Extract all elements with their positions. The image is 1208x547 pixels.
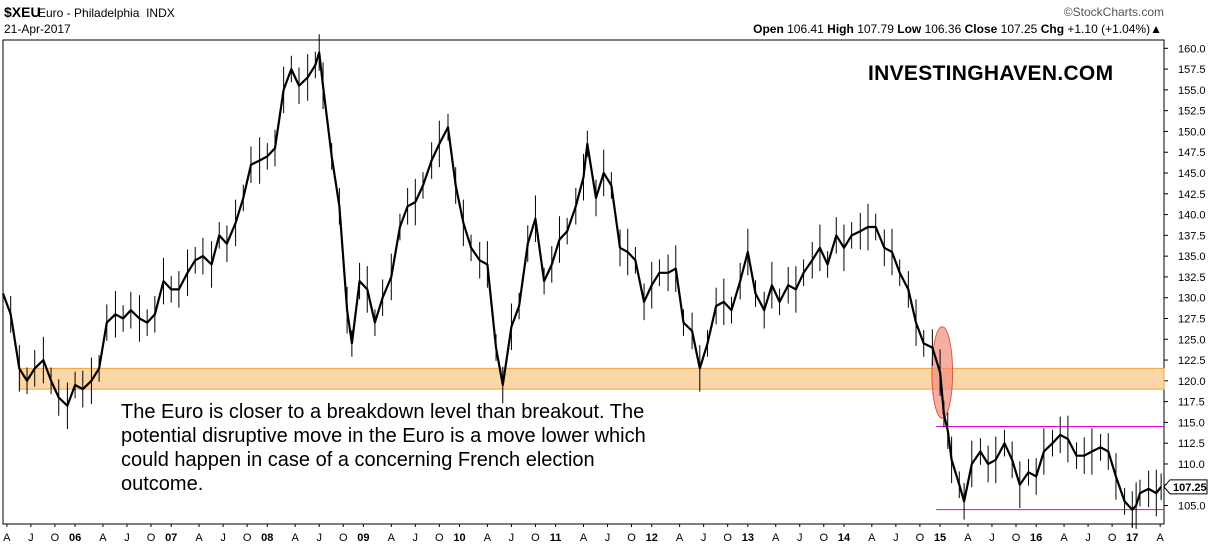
y-tick-label: 160.0: [1178, 43, 1206, 55]
x-tick-label: O: [723, 532, 732, 544]
y-tick-label: 145.0: [1178, 168, 1206, 180]
y-tick-label: 132.5: [1178, 272, 1206, 284]
exchange-label: INDX: [146, 6, 175, 20]
x-tick-label: J: [893, 532, 899, 544]
support-band: [19, 367, 1165, 390]
y-tick-label: 140.0: [1178, 210, 1206, 222]
x-tick-label: J: [701, 532, 707, 544]
y-tick-label: 112.5: [1178, 438, 1205, 450]
x-tick-label: A: [99, 532, 107, 544]
x-tick-label: O: [51, 532, 60, 544]
x-tick-label: O: [1108, 532, 1117, 544]
y-tick-label: 122.5: [1178, 355, 1206, 367]
x-tick-label: 07: [165, 532, 177, 544]
x-tick-label: O: [435, 532, 444, 544]
instrument-name: Euro - Philadelphia INDX: [38, 6, 175, 20]
last-value-marker: [1163, 479, 1208, 495]
x-tick-label: O: [243, 532, 252, 544]
x-tick-label: J: [605, 532, 611, 544]
x-tick-label: O: [1012, 532, 1021, 544]
x-tick-label: 17: [1126, 532, 1138, 544]
watermark-text: INVESTINGHAVEN.COM: [868, 62, 1114, 85]
y-tick-label: 157.5: [1178, 64, 1206, 76]
stockcharts-brand: ©StockCharts.com: [1063, 5, 1164, 19]
open-label: Open: [753, 22, 784, 36]
x-tick-label: J: [797, 532, 803, 544]
open-value: 106.41: [787, 22, 824, 36]
change-value: +1.10 (+1.04%): [1067, 22, 1151, 36]
y-tick-label: 110.0: [1178, 459, 1205, 471]
x-tick-label: O: [819, 532, 828, 544]
x-tick-label: A: [484, 532, 492, 544]
y-tick-label: 135.0: [1178, 251, 1206, 263]
last-value-label: 107.25: [1173, 482, 1207, 494]
y-tick-label: 127.5: [1178, 313, 1206, 325]
x-tick-label: 16: [1030, 532, 1042, 544]
x-tick-label: J: [124, 532, 130, 544]
x-tick-label: 11: [550, 532, 562, 544]
y-tick-label: 115.0: [1178, 417, 1205, 429]
x-tick-label: A: [1060, 532, 1068, 544]
low-value: 106.36: [924, 22, 962, 36]
x-tick-label: 08: [261, 532, 273, 544]
low-label: Low: [897, 22, 922, 36]
chart-date: 21-Apr-2017: [4, 22, 71, 36]
x-tick-label: 12: [646, 532, 658, 544]
breakdown-ellipse: [931, 326, 954, 419]
ohlc-readout: Open 106.41 High 107.79 Low 106.36 Close…: [753, 22, 1162, 36]
x-tick-label: 06: [69, 532, 81, 544]
x-tick-label: O: [531, 532, 540, 544]
x-tick-label: O: [916, 532, 925, 544]
x-tick-label: A: [772, 532, 780, 544]
x-tick-label: 14: [838, 532, 851, 544]
x-tick-label: A: [388, 532, 396, 544]
x-tick-label: 09: [357, 532, 369, 544]
y-tick-label: 125.0: [1178, 334, 1206, 346]
close-label: Close: [964, 22, 998, 36]
x-tick-label: 15: [934, 532, 946, 544]
close-value: 107.25: [1000, 22, 1038, 36]
change-label: Chg: [1040, 22, 1065, 36]
x-tick-label: O: [339, 532, 348, 544]
x-tick-label: O: [627, 532, 636, 544]
x-tick-label: A: [3, 532, 11, 544]
y-tick-label: 137.5: [1178, 230, 1206, 242]
x-tick-label: J: [413, 532, 419, 544]
high-label: High: [827, 22, 854, 36]
x-tick-label: A: [292, 532, 300, 544]
y-tick-label: 130.0: [1178, 293, 1206, 305]
y-tick-label: 150.0: [1178, 126, 1206, 138]
x-tick-label: J: [220, 532, 226, 544]
x-tick-label: A: [580, 532, 588, 544]
y-tick-label: 105.0: [1178, 501, 1206, 513]
y-tick-label: 155.0: [1178, 85, 1206, 97]
x-tick-label: A: [676, 532, 684, 544]
high-value: 107.79: [857, 22, 894, 36]
x-tick-label: 13: [742, 532, 754, 544]
x-tick-label: A: [868, 532, 876, 544]
y-tick-label: 147.5: [1178, 147, 1206, 159]
y-tick-label: 142.5: [1178, 189, 1206, 201]
x-tick-label: J: [316, 532, 322, 544]
instrument-title: Euro - Philadelphia: [38, 6, 140, 20]
x-tick-label: J: [1085, 532, 1091, 544]
x-tick-label: J: [509, 532, 515, 544]
y-tick-label: 152.5: [1178, 106, 1206, 118]
annotation-text: The Euro is closer to a breakdown level …: [121, 401, 646, 495]
x-tick-label: 10: [453, 532, 465, 544]
x-tick-label: J: [28, 532, 34, 544]
x-tick-label: A: [195, 532, 203, 544]
change-up-icon: ▲: [1150, 22, 1162, 36]
x-tick-label: O: [147, 532, 156, 544]
y-tick-label: 117.5: [1178, 397, 1205, 409]
x-tick-label: A: [1156, 532, 1164, 544]
x-tick-label: J: [989, 532, 995, 544]
symbol-label: $XEU: [4, 4, 41, 20]
y-tick-label: 120.0: [1178, 376, 1206, 388]
x-tick-label: A: [964, 532, 972, 544]
